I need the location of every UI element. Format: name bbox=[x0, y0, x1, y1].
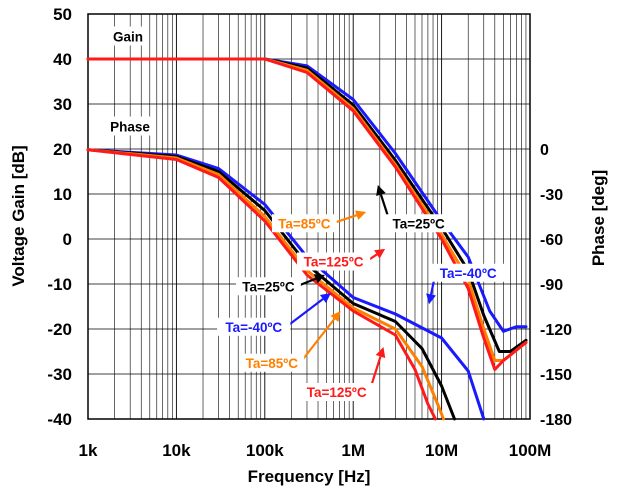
annotation: Ta=25ºC bbox=[376, 185, 452, 233]
annotation: Ta=25ºC bbox=[236, 274, 326, 296]
y-right-tick-label: -30 bbox=[540, 187, 563, 204]
annotation: Ta=85ºC bbox=[271, 210, 367, 233]
annotation-box bbox=[300, 383, 374, 401]
series-line-phase bbox=[86, 148, 437, 421]
annotation: Ta=125ºC bbox=[300, 347, 386, 401]
y-right-axis-label: Phase [deg] bbox=[589, 170, 608, 266]
y-right-tick-label: -90 bbox=[540, 277, 563, 294]
y-left-tick-label: 0 bbox=[63, 230, 72, 249]
x-tick-label: 1M bbox=[341, 441, 365, 460]
y-left-tick-label: 20 bbox=[53, 140, 72, 159]
series-lines bbox=[86, 57, 528, 421]
y-left-axis-label: Voltage Gain [dB] bbox=[9, 145, 28, 286]
y-left-tick-label: -10 bbox=[47, 275, 72, 294]
x-tick-label: 10k bbox=[162, 441, 191, 460]
series-line-phase bbox=[86, 148, 445, 421]
group-label: Gain bbox=[113, 30, 143, 45]
y-left-tick-label: 40 bbox=[53, 50, 72, 69]
annotation-label: Ta=-40ºC bbox=[440, 266, 497, 281]
series-line-phase bbox=[86, 148, 456, 421]
x-tick-label: 100M bbox=[509, 441, 552, 460]
annotation-box bbox=[239, 353, 305, 372]
y-right-tick-label: -150 bbox=[540, 367, 572, 384]
x-tick-label: 10M bbox=[425, 441, 458, 460]
annotation-arrowhead bbox=[426, 293, 436, 305]
annotation: Ta=125ºC bbox=[296, 248, 386, 271]
y-right-tick-labels: 0 -30 -60 -90 -120 -150 -180 bbox=[540, 142, 572, 429]
x-tick-label: 1k bbox=[79, 441, 98, 460]
annotation-box bbox=[296, 252, 371, 271]
y-right-tick-label: 0 bbox=[540, 142, 549, 159]
annotation-arrowhead bbox=[376, 185, 386, 197]
annotation-arrowhead bbox=[330, 311, 341, 322]
y-left-tick-label: 10 bbox=[53, 185, 72, 204]
y-left-tick-labels: 50 40 30 20 10 0 -10 -20 -30 -40 bbox=[47, 5, 72, 429]
annotation-box bbox=[217, 317, 291, 336]
group-labels: Gain Phase bbox=[104, 26, 156, 136]
annotation-arrowhead bbox=[374, 248, 386, 259]
annotation-box bbox=[431, 263, 505, 282]
annotation-arrowhead bbox=[355, 210, 367, 220]
y-right-tick-label: -120 bbox=[540, 322, 572, 339]
annotation: Ta=-40ºC bbox=[426, 263, 505, 305]
series-line-gain bbox=[86, 57, 528, 371]
annotation-label: Ta=25ºC bbox=[242, 279, 295, 294]
annotation-arrowhead bbox=[319, 293, 331, 304]
annotation: Ta=85ºC bbox=[239, 311, 341, 372]
y-right-tick-label: -180 bbox=[540, 412, 572, 429]
annotation: Ta=-40ºC bbox=[217, 293, 331, 336]
grid bbox=[88, 13, 530, 420]
group-label-box bbox=[107, 26, 149, 46]
y-right-tick-label: -60 bbox=[540, 232, 563, 249]
y-left-tick-label: -20 bbox=[47, 320, 72, 339]
x-axis-label: Frequency [Hz] bbox=[248, 467, 371, 486]
y-left-tick-label: 30 bbox=[53, 95, 72, 114]
annotation-box bbox=[236, 277, 301, 296]
annotations: Ta=25ºC Ta=85ºC Ta=125ºC Ta=-40ºC Ta=25ºC Ta=… bbox=[217, 185, 505, 401]
annotation-label: Ta=-40ºC bbox=[225, 320, 282, 335]
x-tick-labels: 1k 10k 100k 1M 10M 100M bbox=[79, 441, 552, 460]
annotation-label: Ta=125ºC bbox=[304, 255, 364, 270]
annotation-arrowhead bbox=[313, 274, 326, 284]
annotation-arrowhead bbox=[375, 347, 386, 359]
y-left-tick-label: 50 bbox=[53, 5, 72, 24]
plot-frame bbox=[87, 13, 531, 420]
annotation-label: Ta=85ºC bbox=[278, 216, 331, 231]
annotation-box bbox=[386, 214, 452, 233]
group-label: Phase bbox=[110, 120, 150, 135]
annotation-arrow bbox=[299, 318, 336, 364]
y-left-tick-label: -40 bbox=[47, 410, 72, 429]
annotation-label: Ta=25ºC bbox=[392, 216, 445, 231]
y-left-tick-label: -30 bbox=[47, 365, 72, 384]
annotation-box bbox=[271, 214, 337, 233]
annotation-label: Ta=85ºC bbox=[246, 356, 299, 371]
x-tick-label: 100k bbox=[246, 441, 284, 460]
group-label-box bbox=[104, 116, 156, 136]
annotation-label: Ta=125ºC bbox=[307, 385, 367, 400]
series-line-phase bbox=[86, 148, 486, 421]
annotation-arrow bbox=[285, 298, 324, 328]
